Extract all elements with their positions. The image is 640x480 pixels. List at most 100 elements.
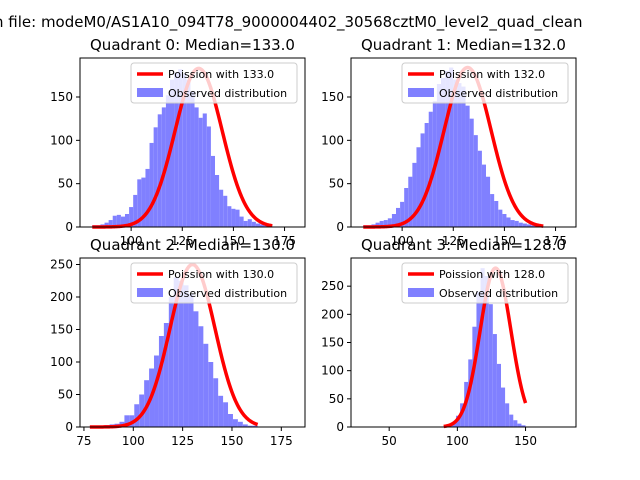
histogram-bar xyxy=(506,217,511,227)
histogram-bar xyxy=(498,209,503,227)
histogram-bar xyxy=(153,127,158,227)
histogram-bar xyxy=(396,207,401,227)
histogram-bar xyxy=(174,72,179,227)
legend-box xyxy=(401,62,569,104)
histogram-bar xyxy=(145,168,150,227)
histogram-bar xyxy=(124,415,130,427)
y-tick-label: 50 xyxy=(58,177,73,191)
legend-poisson-label: Poission with 128.0 xyxy=(439,268,545,281)
histogram-bar xyxy=(228,414,233,427)
histogram-bar xyxy=(125,214,130,227)
subplot-0: Quadrant 0: Median=133.0 100 125 150 175 0 50 1… xyxy=(50,36,306,248)
histogram-bar xyxy=(514,220,519,227)
x-tick-label: 50 xyxy=(382,434,397,448)
histogram-bar xyxy=(480,268,485,427)
histogram-bar xyxy=(510,220,515,227)
histogram-bar xyxy=(237,421,243,427)
legend-box xyxy=(130,62,298,104)
histogram-bar xyxy=(170,79,175,228)
histogram-bar xyxy=(198,326,204,427)
histogram-bar xyxy=(206,126,211,227)
subplot-title: Quadrant 1: Median=132.0 xyxy=(361,36,566,54)
y-tick-label: 150 xyxy=(50,323,73,337)
legend-observed-label: Observed distribution xyxy=(439,87,558,100)
histogram-bar xyxy=(408,176,413,227)
legend-observed-label: Observed distribution xyxy=(168,87,287,100)
legend-observed-swatch xyxy=(408,288,434,297)
histogram-bar xyxy=(137,179,142,227)
y-tick-label: 250 xyxy=(50,258,73,272)
histogram-bar xyxy=(521,425,526,427)
histogram-bar xyxy=(203,343,209,427)
histogram-bar xyxy=(252,425,258,427)
axes-frame xyxy=(79,57,306,228)
histogram-bar xyxy=(208,362,214,427)
x-tick-label: 150 xyxy=(514,434,537,448)
histogram-bar xyxy=(227,206,232,227)
y-tick-label: 100 xyxy=(321,133,344,147)
legend-observed-swatch xyxy=(408,88,434,97)
subplot-1: Quadrant 1: Median=132.0 100 125 150 175 0 50 1… xyxy=(321,36,577,248)
x-tick-label: 125 xyxy=(171,234,194,248)
histogram-bar xyxy=(193,311,199,427)
histogram-bar xyxy=(161,107,166,227)
histogram-bar xyxy=(219,189,224,227)
x-tick-label: 125 xyxy=(442,234,465,248)
subplot-title: Quadrant 0: Median=133.0 xyxy=(90,36,295,54)
histogram-bar xyxy=(139,394,145,427)
histogram-bar xyxy=(163,323,169,427)
histogram-bar xyxy=(375,222,380,227)
histogram-bar xyxy=(112,215,117,227)
histogram-bar xyxy=(194,107,199,227)
y-tick-label: 100 xyxy=(321,364,344,378)
poisson-curve xyxy=(88,262,259,429)
histogram-bar xyxy=(449,67,454,228)
histogram-bar xyxy=(108,220,113,227)
histogram-bar xyxy=(260,224,265,227)
y-tick-label: 50 xyxy=(329,177,344,191)
subplot-3: Quadrant 3: Median=128.0 50 100 150 0 50 100 15… xyxy=(321,236,577,448)
histogram-bar xyxy=(481,164,486,227)
legend-box xyxy=(130,262,298,304)
histogram-bar xyxy=(518,222,523,227)
histogram-bar xyxy=(412,162,417,227)
y-tick-label: 50 xyxy=(58,388,73,402)
histogram-bar xyxy=(420,133,425,227)
histogram-bar xyxy=(168,297,174,427)
histogram-bar xyxy=(476,291,481,427)
histogram-bar xyxy=(379,220,384,227)
histogram-bar xyxy=(496,363,501,427)
observed-histogram xyxy=(363,67,544,228)
histogram-bar xyxy=(178,280,184,427)
legend-poisson-label: Poission with 133.0 xyxy=(168,68,274,81)
histogram-bar xyxy=(488,304,493,427)
x-tick-label: 175 xyxy=(270,434,293,448)
x-tick-label: 100 xyxy=(446,434,469,448)
histogram-bar xyxy=(391,214,396,227)
histogram-bar xyxy=(178,69,183,228)
y-tick-label: 100 xyxy=(50,133,73,147)
y-tick-label: 0 xyxy=(65,420,73,434)
histogram-bar xyxy=(223,402,229,427)
histogram-bar xyxy=(129,207,134,227)
histogram-bar xyxy=(149,142,154,227)
y-tick-label: 200 xyxy=(321,307,344,321)
histogram-bar xyxy=(232,419,238,427)
histogram-bar xyxy=(242,424,248,427)
histogram-bar xyxy=(509,414,514,427)
histogram-bar xyxy=(404,188,409,227)
histogram-bar xyxy=(461,86,466,227)
histogram-bar xyxy=(182,73,187,227)
y-tick-label: 150 xyxy=(321,90,344,104)
histogram-bar xyxy=(416,147,421,227)
legend-poisson-label: Poission with 132.0 xyxy=(439,68,545,81)
legend-observed-label: Observed distribution xyxy=(168,287,287,300)
histogram-bar xyxy=(383,220,388,227)
histogram-bar xyxy=(247,219,252,227)
y-tick-label: 50 xyxy=(329,392,344,406)
x-tick-label: 100 xyxy=(120,234,143,248)
x-tick-label: 150 xyxy=(221,434,244,448)
x-tick-label: 150 xyxy=(493,234,516,248)
histogram-bar xyxy=(424,123,429,227)
x-tick-label: 175 xyxy=(273,234,296,248)
